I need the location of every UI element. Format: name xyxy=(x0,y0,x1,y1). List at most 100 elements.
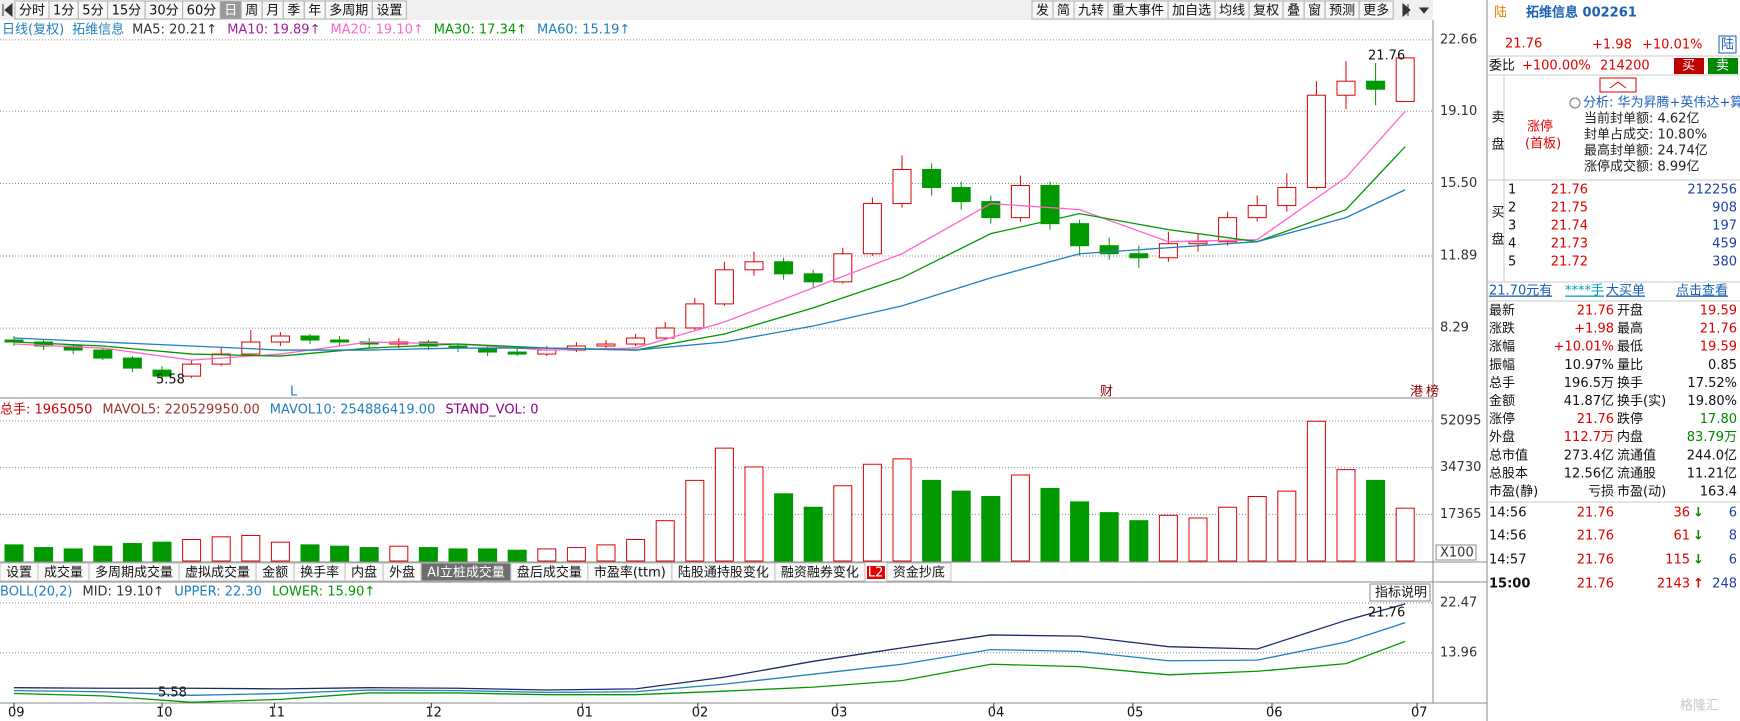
line-series xyxy=(13,640,1406,703)
bid-volume: 197 xyxy=(1712,219,1737,234)
x-tick-label: 12 xyxy=(425,706,442,721)
tab-label[interactable]: 市盈率(ttm) xyxy=(594,565,666,581)
toolbar-button-label[interactable]: 设置 xyxy=(376,4,402,19)
tab-label[interactable]: 金额 xyxy=(262,565,288,581)
tab-label[interactable]: 多周期成交量 xyxy=(95,565,173,581)
x-tick-label: 04 xyxy=(988,706,1005,721)
tick-volume: 36 xyxy=(1673,506,1690,521)
volume-bar xyxy=(1218,506,1238,562)
help-box[interactable] xyxy=(1369,583,1431,602)
toolbar-button-label[interactable]: 重大事件 xyxy=(1112,3,1164,19)
bid-price: 21.76 xyxy=(1551,183,1588,198)
tab-label[interactable]: 资金抄底 xyxy=(893,565,945,581)
x-tick-label: 05 xyxy=(1127,706,1144,721)
annotation: 榜 xyxy=(1426,384,1439,400)
stat-value: 21.76 xyxy=(1700,322,1737,337)
toolbar-button-label[interactable]: 叠 xyxy=(1287,4,1300,19)
tab-label[interactable]: 内盘 xyxy=(351,565,377,581)
toolbar-button-label[interactable]: 复权 xyxy=(1253,3,1279,19)
stat-value: 19.59 xyxy=(1700,340,1737,355)
buy-button[interactable] xyxy=(1674,58,1704,74)
weibi-label: 委比 xyxy=(1489,59,1515,74)
toolbar-button-label[interactable]: 多周期 xyxy=(329,3,368,19)
tab-label[interactable]: 虚拟成交量 xyxy=(185,565,250,581)
stat-value: 41.87亿 xyxy=(1564,394,1614,409)
tick-time: 14:56 xyxy=(1489,529,1526,544)
unit-label: X100 xyxy=(1440,546,1474,561)
sell-button[interactable] xyxy=(1708,58,1738,74)
toolbar-button-label[interactable]: 更多 xyxy=(1363,3,1389,19)
volume-bar xyxy=(566,547,586,562)
stat-value: 196.5万 xyxy=(1564,376,1614,391)
tab[interactable] xyxy=(886,562,952,582)
candle-body xyxy=(1218,217,1238,243)
toolbar-button-label[interactable]: 预测 xyxy=(1329,4,1355,19)
tick-volume: 2143 xyxy=(1657,577,1690,592)
stat-value: 11.21亿 xyxy=(1687,466,1737,481)
bid-price: 21.73 xyxy=(1551,237,1588,252)
stat-label: 金额 xyxy=(1489,393,1515,409)
annotation: L xyxy=(290,385,298,400)
candle-body xyxy=(774,261,794,275)
analysis-line: 当前封单额: 4.62亿 xyxy=(1584,111,1699,127)
toolbar-button-label[interactable]: 季 xyxy=(287,4,300,19)
toolbar-button-label[interactable]: 分时 xyxy=(19,4,45,19)
big-order[interactable]: 点击查看 xyxy=(1676,283,1728,299)
toolbar-button-label[interactable]: 简 xyxy=(1057,3,1070,19)
toolbar-button-label[interactable]: 5分 xyxy=(82,4,103,19)
stat-label: 最高 xyxy=(1617,321,1643,337)
toolbar-button-label[interactable]: 15分 xyxy=(112,4,142,19)
toolbar-button[interactable] xyxy=(371,0,407,20)
tab[interactable] xyxy=(774,562,866,582)
stat-value: 19.59 xyxy=(1700,304,1737,319)
toolbar-button-label[interactable]: 窗 xyxy=(1308,3,1321,19)
candle-body xyxy=(685,303,705,329)
toolbar-button-label[interactable]: 加自选 xyxy=(1172,4,1211,19)
tab-label[interactable]: 陆股通持股变化 xyxy=(678,565,769,581)
y-tick-label: 8.29 xyxy=(1440,321,1469,336)
analysis-line: 最高封单额: 24.74亿 xyxy=(1584,143,1708,159)
tab-label[interactable]: AI立桩成交量 xyxy=(427,565,505,581)
tab-label[interactable]: 设置 xyxy=(6,566,32,581)
volume-bar xyxy=(1395,507,1415,562)
sell-label: 卖盘 xyxy=(1489,110,1505,164)
toolbar-button[interactable] xyxy=(1358,0,1394,20)
toolbar-button-label[interactable]: 1分 xyxy=(53,4,74,19)
toolbar-button-label[interactable]: 日 xyxy=(224,4,237,19)
volume-bar xyxy=(507,549,527,562)
toolbar-button-label[interactable]: 周 xyxy=(245,4,258,19)
sell-button-label[interactable]: 卖 xyxy=(1716,59,1729,74)
toolbar-button-label[interactable]: 均线 xyxy=(1219,4,1245,19)
tab-label[interactable]: 盘后成交量 xyxy=(517,565,582,581)
line-series xyxy=(13,146,1406,357)
legend-label: MID: 19.10↑ xyxy=(83,585,165,600)
logo: 陆 xyxy=(1494,5,1507,21)
line-series xyxy=(13,110,1406,361)
toolbar-button-label[interactable]: 月 xyxy=(266,4,279,19)
stat-label: 涨幅 xyxy=(1489,340,1515,355)
toolbar-button-label[interactable]: 九转 xyxy=(1078,4,1104,19)
tab-label[interactable]: 融资融券变化 xyxy=(781,565,859,581)
toolbar-button-label[interactable]: 发 xyxy=(1036,3,1049,19)
volume-bar xyxy=(122,543,142,562)
stat-value: 17.52% xyxy=(1687,376,1737,391)
toolbar-button-label[interactable]: 年 xyxy=(308,4,321,19)
stat-value: 163.4 xyxy=(1700,485,1737,500)
candle-body xyxy=(714,269,734,305)
tab-label[interactable]: 换手率 xyxy=(300,565,339,581)
toolbar-button-label[interactable]: 60分 xyxy=(187,4,217,19)
analysis-line: 分析: 华为昇腾+英伟达+算力租 xyxy=(1583,95,1740,111)
tab-label[interactable]: 外盘 xyxy=(389,565,415,581)
stat-label: 总市值 xyxy=(1489,447,1528,463)
watermark: 格隆汇 xyxy=(1680,698,1719,714)
toolbar-button-label[interactable]: 30分 xyxy=(149,4,179,19)
volume-bar xyxy=(4,544,24,562)
buy-button-label[interactable]: 买 xyxy=(1682,59,1695,74)
candle-body xyxy=(1040,185,1060,225)
volume-bar xyxy=(1040,487,1060,562)
help-label[interactable]: 指标说明 xyxy=(1375,586,1427,601)
stat-label: 涨停 xyxy=(1489,411,1515,427)
stat-label: 最低 xyxy=(1617,340,1643,355)
volume-bar xyxy=(685,479,705,562)
tab-label[interactable]: 成交量 xyxy=(44,565,83,581)
